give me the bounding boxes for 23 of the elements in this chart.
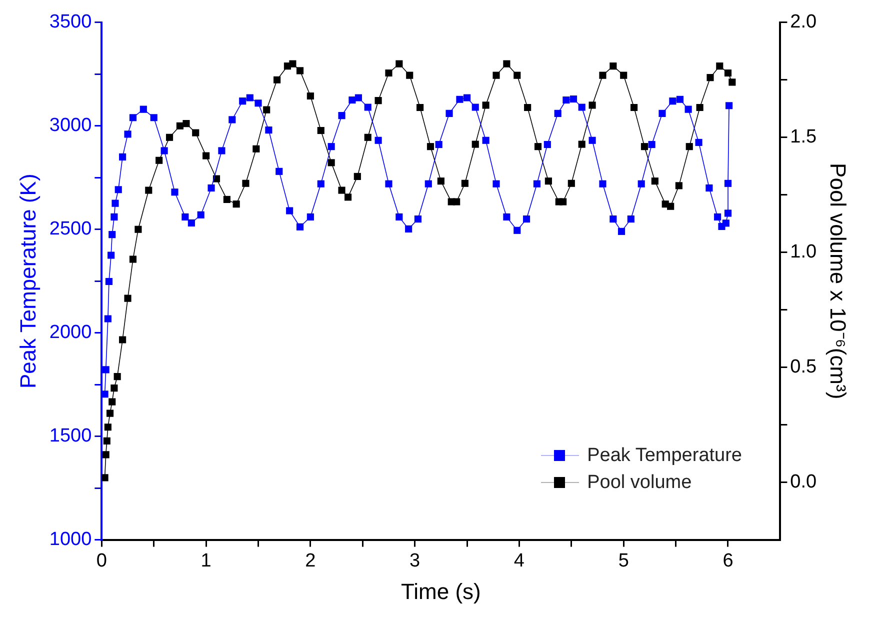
y-tick-label: 1000	[49, 529, 92, 550]
x-tick-label: 6	[722, 550, 734, 572]
y-tick-label: 1500	[49, 426, 92, 447]
y2-tick-label: 1.5	[790, 126, 817, 148]
y2-tick-label: 0.0	[790, 472, 817, 493]
x-tick-label: 1	[200, 550, 212, 572]
x-tick-label: 4	[514, 550, 525, 572]
y2-tick-label: 0.5	[790, 356, 817, 378]
y2-axis-title: Pool volume x 10⁻⁶(cm³)	[826, 163, 851, 400]
y-tick-label: 2000	[49, 322, 92, 344]
legend-label: Peak Temperature	[587, 444, 742, 468]
x-tick-label: 2	[305, 550, 316, 572]
x-axis-title: Time (s)	[401, 578, 481, 604]
y-axis-title: Peak Temperature (K)	[15, 174, 40, 389]
y-tick-label: 2500	[49, 218, 92, 240]
y-tick-label: 3000	[49, 115, 92, 136]
y2-tick-label: 2.0	[790, 12, 817, 33]
y-tick-label: 3500	[49, 12, 92, 33]
x-tick-label: 3	[410, 550, 420, 572]
x-tick-label: 5	[618, 550, 629, 572]
y2-tick-label: 1.0	[790, 242, 817, 263]
x-tick-label: 0	[96, 550, 107, 572]
legend-label: Pool volume	[587, 471, 692, 495]
